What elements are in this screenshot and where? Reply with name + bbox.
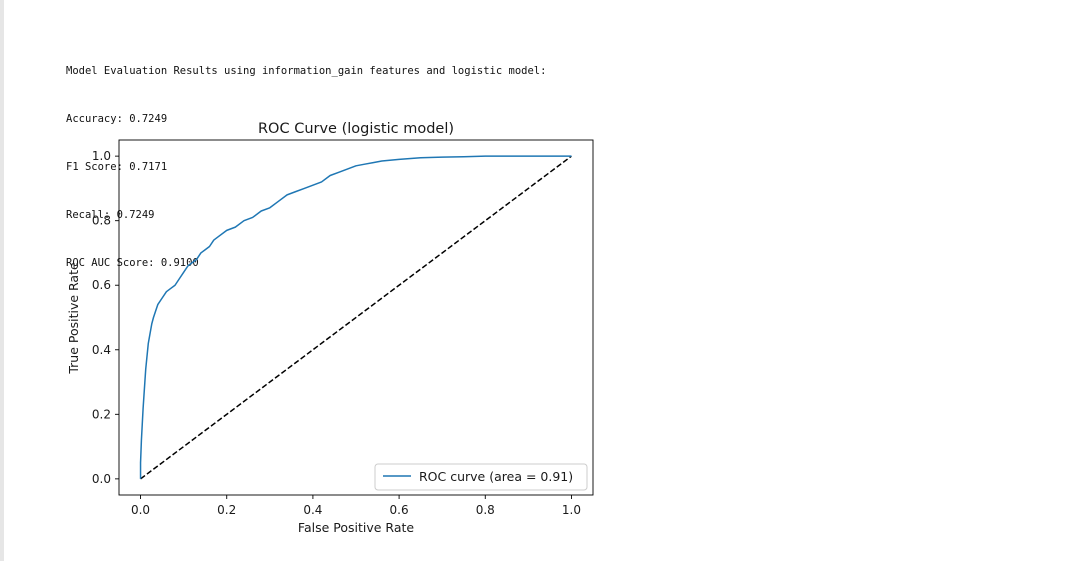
legend-box (374, 463, 588, 491)
y-axis: 0.0 0.2 0.4 0.6 0.8 1.0 (92, 149, 119, 486)
output-header: Model Evaluation Results using informati… (66, 65, 547, 77)
metric-roc-auc: ROC AUC Score: 0.9100 (66, 257, 199, 269)
plot-area-frame (118, 139, 594, 496)
y-axis-label: True Positive Rate (66, 262, 81, 375)
x-tick-label: 0.6 (390, 503, 409, 517)
random-classifier-line (140, 155, 572, 480)
x-axis-label: False Positive Rate (298, 520, 414, 535)
x-tick-label: 0.0 (131, 503, 150, 517)
cell-output-text: Model Evaluation Results using informati… (66, 31, 546, 287)
x-tick-label: 0.8 (476, 503, 495, 517)
legend: ROC curve (area = 0.91) (374, 463, 588, 491)
x-axis: 0.0 0.2 0.4 0.6 0.8 1.0 (131, 495, 581, 517)
x-tick-label: 0.2 (217, 503, 236, 517)
metric-recall: Recall: 0.7249 (66, 209, 155, 221)
x-tick-label: 0.4 (303, 503, 322, 517)
notebook-cell-border (0, 0, 4, 561)
y-tick-label: 0.4 (92, 343, 111, 357)
legend-label: ROC curve (area = 0.91) (419, 469, 573, 484)
series-layer (139, 155, 572, 480)
chart-title: ROC Curve (logistic model) (258, 121, 454, 137)
roc-curve-line (139, 155, 572, 479)
x-tick-label: 1.0 (562, 503, 581, 517)
y-tick-label: 0.8 (92, 214, 111, 228)
y-tick-label: 0.0 (92, 472, 111, 486)
y-tick-label: 0.2 (92, 407, 111, 421)
y-tick-label: 1.0 (92, 149, 111, 163)
metric-accuracy: Accuracy: 0.7249 (66, 113, 168, 125)
y-tick-label: 0.6 (92, 278, 111, 292)
metric-f1: F1 Score: 0.7171 (66, 161, 168, 173)
